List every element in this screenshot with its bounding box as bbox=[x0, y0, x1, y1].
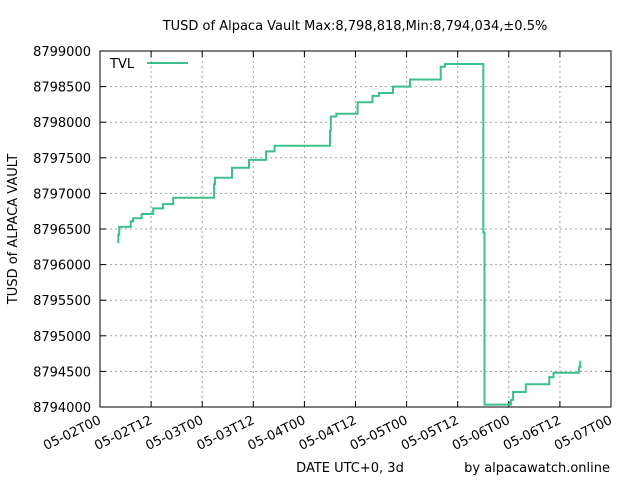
y-axis: 8794000 8794500 8795000 8795500 8796000 87965… bbox=[33, 45, 611, 416]
y-tick-label: 8795500 bbox=[33, 294, 91, 309]
y-tick-label: 8796500 bbox=[33, 223, 91, 238]
chart-title: TUSD of Alpaca Vault Max:8,798,818,Min:8… bbox=[162, 19, 548, 34]
x-axis: 05-02T0005-02T1205-03T0005-03T1205-04T00… bbox=[41, 51, 615, 454]
x-tick-label: 05-05T12 bbox=[399, 413, 462, 454]
credit-text: by alpacawatch.online bbox=[464, 461, 610, 476]
x-tick-label: 05-06T12 bbox=[501, 413, 564, 454]
y-tick-label: 8798500 bbox=[33, 81, 91, 96]
y-tick-label: 8796000 bbox=[33, 259, 91, 274]
x-tick-label: 05-04T00 bbox=[246, 413, 309, 454]
y-tick-label: 8797000 bbox=[33, 187, 91, 202]
x-tick-label: 05-06T00 bbox=[450, 413, 513, 454]
x-tick-label: 05-05T00 bbox=[348, 413, 411, 454]
x-tick-label: 05-04T12 bbox=[297, 413, 360, 454]
x-tick-label: 05-03T12 bbox=[195, 413, 258, 454]
y-tick-label: 8795000 bbox=[33, 330, 91, 345]
x-tick-label: 05-02T12 bbox=[92, 413, 155, 454]
x-tick-label: 05-07T00 bbox=[552, 413, 615, 454]
plot-frame bbox=[99, 50, 612, 408]
x-tick-label: 05-02T00 bbox=[41, 413, 104, 454]
y-tick-label: 8794500 bbox=[33, 365, 91, 380]
legend-label: TVL bbox=[109, 57, 135, 72]
x-axis-label: DATE UTC+0, 3d bbox=[296, 461, 404, 476]
y-tick-label: 8798000 bbox=[33, 116, 91, 131]
y-tick-label: 8799000 bbox=[33, 45, 91, 60]
legend: TVL bbox=[109, 57, 188, 72]
x-tick-label: 05-03T00 bbox=[143, 413, 206, 454]
grid bbox=[100, 51, 611, 407]
y-axis-label: TUSD of ALPACA VAULT bbox=[6, 154, 21, 305]
y-tick-label: 8794000 bbox=[33, 401, 91, 416]
series-line-tvl bbox=[117, 63, 582, 406]
y-tick-label: 8797500 bbox=[33, 152, 91, 167]
